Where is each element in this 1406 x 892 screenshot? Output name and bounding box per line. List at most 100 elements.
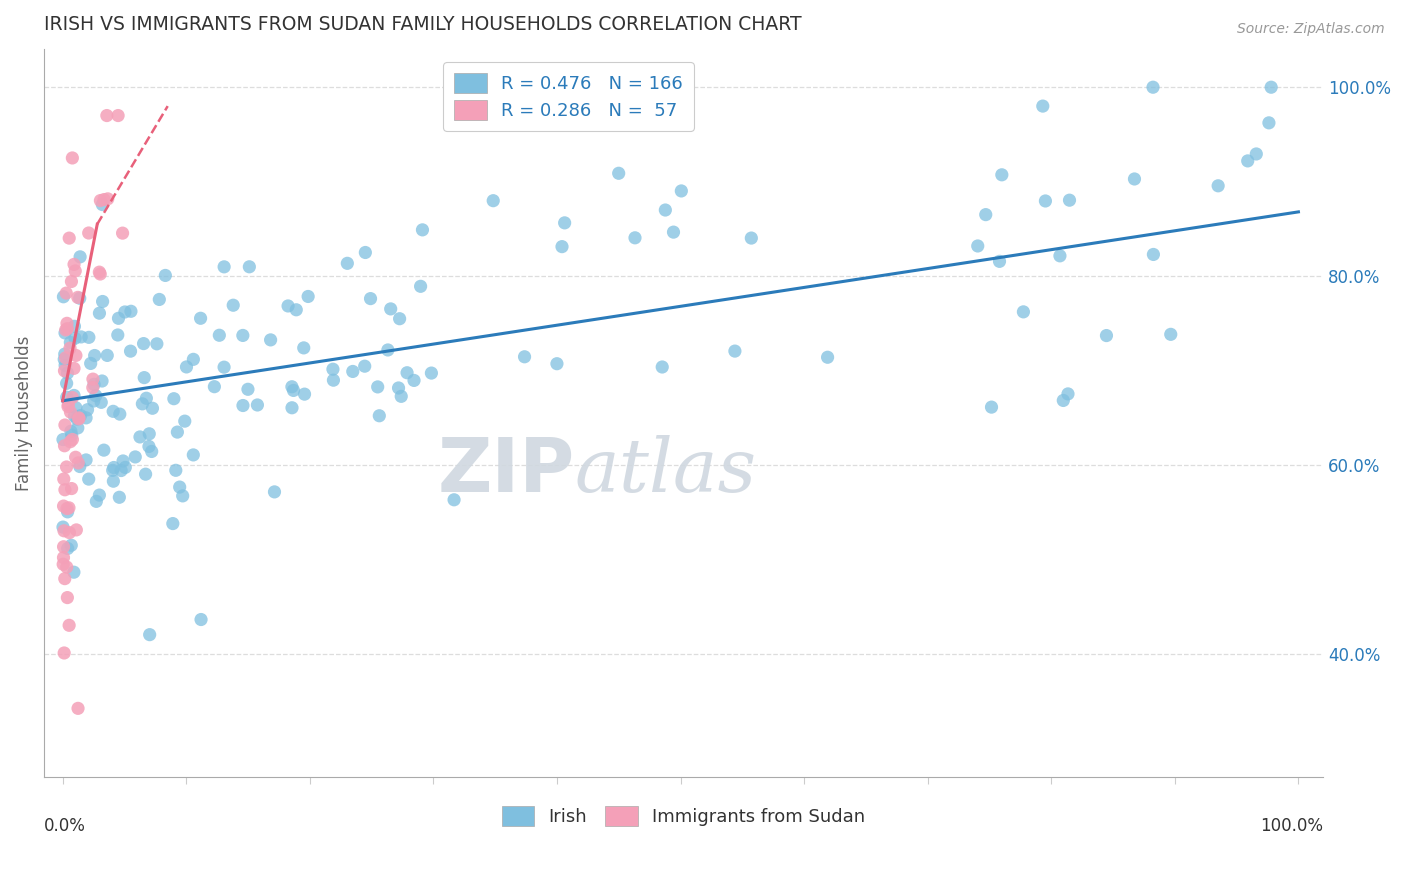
- Point: [980, 400, 1002, 414]
- Point: [53, 524, 76, 538]
- Point: [277, 299, 299, 313]
- Point: [69, 459, 91, 474]
- Point: [53, 347, 76, 361]
- Point: [58, 525, 80, 540]
- Point: [396, 366, 419, 380]
- Point: [103, 460, 125, 475]
- Point: [53, 326, 76, 340]
- Point: [91, 294, 114, 309]
- Point: [482, 194, 505, 208]
- Point: [599, 99, 621, 113]
- Point: [367, 380, 389, 394]
- Point: [1057, 387, 1080, 401]
- Point: [443, 492, 465, 507]
- Point: [60, 391, 83, 405]
- Point: [166, 425, 188, 439]
- Point: [52, 550, 75, 565]
- Point: [93, 193, 115, 207]
- Point: [77, 330, 100, 344]
- Point: [79, 356, 101, 370]
- Point: [112, 454, 135, 468]
- Point: [208, 328, 231, 343]
- Point: [111, 226, 134, 240]
- Point: [77, 472, 100, 486]
- Point: [60, 151, 83, 165]
- Point: [155, 268, 177, 283]
- Point: [283, 384, 305, 398]
- Point: [53, 364, 76, 378]
- Point: [232, 328, 254, 343]
- Point: [63, 565, 86, 579]
- Point: [53, 646, 76, 660]
- Point: [1032, 99, 1054, 113]
- Point: [52, 520, 75, 534]
- Point: [107, 328, 129, 343]
- Point: [89, 267, 111, 281]
- Point: [59, 424, 82, 438]
- Point: [120, 304, 142, 318]
- Point: [60, 538, 83, 552]
- Point: [110, 464, 132, 478]
- Point: [59, 335, 82, 350]
- Point: [342, 364, 364, 378]
- Point: [83, 377, 105, 392]
- Point: [322, 373, 344, 387]
- Point: [377, 343, 399, 357]
- Point: [1052, 393, 1074, 408]
- Point: [107, 311, 129, 326]
- Point: [292, 341, 315, 355]
- Point: [86, 494, 108, 508]
- Point: [294, 387, 316, 401]
- Point: [52, 290, 75, 304]
- Legend: Irish, Immigrants from Sudan: Irish, Immigrants from Sudan: [495, 798, 873, 833]
- Point: [108, 407, 131, 421]
- Point: [60, 482, 83, 496]
- Point: [322, 362, 344, 376]
- Text: 0.0%: 0.0%: [44, 816, 86, 835]
- Point: [409, 279, 432, 293]
- Point: [58, 500, 80, 515]
- Point: [89, 306, 111, 320]
- Point: [59, 405, 82, 419]
- Point: [354, 245, 377, 260]
- Point: [172, 489, 194, 503]
- Point: [183, 352, 205, 367]
- Point: [90, 395, 112, 409]
- Point: [624, 231, 647, 245]
- Point: [148, 293, 170, 307]
- Point: [360, 292, 382, 306]
- Point: [58, 397, 80, 411]
- Point: [1142, 80, 1164, 95]
- Point: [232, 399, 254, 413]
- Point: [53, 417, 76, 432]
- Point: [63, 331, 86, 345]
- Point: [53, 483, 76, 497]
- Point: [67, 456, 90, 470]
- Point: [202, 379, 225, 393]
- Point: [53, 439, 76, 453]
- Point: [1260, 80, 1282, 95]
- Point: [52, 472, 75, 486]
- Point: [53, 359, 76, 373]
- Point: [65, 523, 87, 537]
- Point: [263, 484, 285, 499]
- Point: [135, 391, 157, 405]
- Point: [238, 260, 260, 274]
- Point: [662, 225, 685, 239]
- Point: [56, 316, 79, 330]
- Point: [724, 344, 747, 359]
- Point: [55, 323, 77, 337]
- Point: [107, 109, 129, 123]
- Point: [65, 264, 87, 278]
- Point: [103, 474, 125, 488]
- Point: [101, 463, 124, 477]
- Point: [65, 401, 87, 415]
- Point: [114, 305, 136, 319]
- Point: [222, 298, 245, 312]
- Point: [56, 591, 79, 605]
- Point: [129, 430, 152, 444]
- Point: [60, 428, 83, 442]
- Point: [101, 404, 124, 418]
- Point: [66, 412, 89, 426]
- Point: [60, 433, 83, 447]
